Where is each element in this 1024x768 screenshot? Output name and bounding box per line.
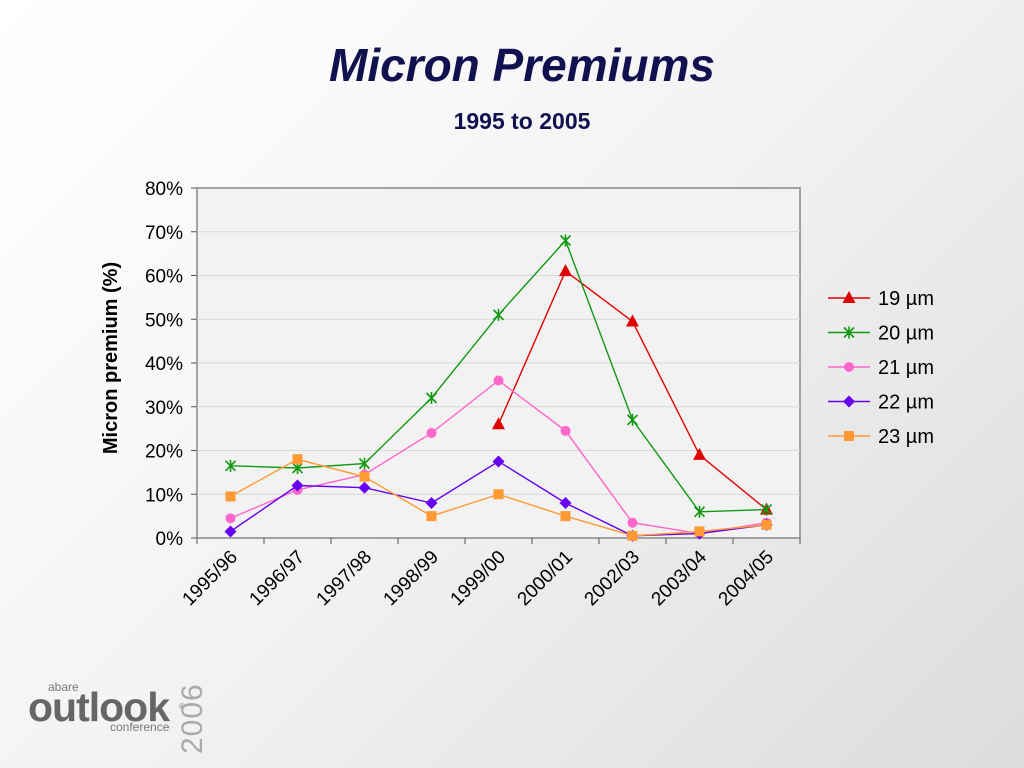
legend-item: 20 µm xyxy=(828,323,934,345)
legend-item: 19 µm xyxy=(828,288,934,310)
x-tick-label: 2000/01 xyxy=(514,547,577,610)
logo-year-text: 2006 xyxy=(176,683,209,754)
slide-title: Micron Premiums xyxy=(329,39,715,91)
x-tick-label: 2003/04 xyxy=(648,546,712,610)
logo-registered-mark: ® xyxy=(179,702,185,711)
logo-conference-text: conference xyxy=(110,720,170,734)
x-tick-label: 1995/96 xyxy=(179,547,242,610)
series-5 xyxy=(225,454,772,541)
y-tick-label: 80% xyxy=(145,179,183,200)
legend: 19 µm 20 µm 21 µm 22 µm 23 µm xyxy=(828,288,934,448)
data-point xyxy=(358,481,371,494)
y-axis-label: Micron premium (%) xyxy=(100,262,122,454)
data-point xyxy=(426,511,437,522)
logo-abare-text: abare xyxy=(48,680,79,694)
data-point xyxy=(492,417,505,430)
data-point xyxy=(693,505,706,518)
data-point xyxy=(559,264,572,277)
data-point xyxy=(493,375,504,386)
legend-label: 20 µm xyxy=(878,323,934,345)
data-point xyxy=(225,513,236,524)
y-tick-label: 20% xyxy=(145,442,183,463)
x-tick-label: 2004/05 xyxy=(715,547,778,610)
x-tick-label: 1996/97 xyxy=(246,547,309,610)
data-point xyxy=(359,471,370,482)
data-point xyxy=(559,234,572,247)
legend-label: 23 µm xyxy=(878,426,934,448)
data-point xyxy=(693,447,706,460)
y-tick-label: 40% xyxy=(145,354,183,375)
series-1 xyxy=(492,264,773,515)
series-group xyxy=(224,234,773,542)
legend-marker xyxy=(842,291,856,303)
x-tick-labels: 1995/96 1996/97 1997/98 1998/99 1999/00 2000/… xyxy=(179,546,778,610)
data-point xyxy=(426,428,437,438)
x-tick-label: 2002/03 xyxy=(581,547,644,610)
y-tick-labels: 0% 10% 20% 30% 40% 50% 60% 70% 80% xyxy=(145,179,183,550)
data-point xyxy=(225,491,236,502)
logo-outlook-text: outlook xyxy=(28,684,170,730)
y-tick-label: 0% xyxy=(156,529,184,550)
data-point xyxy=(292,454,303,465)
legend-item: 22 µm xyxy=(828,392,934,414)
legend-label: 19 µm xyxy=(878,288,934,310)
data-point xyxy=(425,392,438,404)
legend-marker xyxy=(843,326,855,339)
data-point xyxy=(291,479,304,492)
y-tick-label: 60% xyxy=(145,267,183,288)
x-tick-label: 1999/00 xyxy=(447,547,510,610)
y-tick-label: 70% xyxy=(145,223,183,244)
legend-item: 23 µm xyxy=(828,426,934,448)
data-point xyxy=(560,511,571,522)
legend-marker xyxy=(844,431,854,441)
data-point xyxy=(493,489,504,500)
data-point xyxy=(627,517,638,528)
data-point xyxy=(492,308,505,321)
legend-marker xyxy=(844,362,854,372)
series-2 xyxy=(224,234,773,518)
legend-label: 21 µm xyxy=(878,357,934,379)
data-point xyxy=(425,497,438,509)
data-point xyxy=(559,497,572,509)
data-point xyxy=(224,459,237,472)
data-point xyxy=(560,425,571,436)
axes xyxy=(191,187,801,544)
data-point xyxy=(627,530,638,541)
legend-label: 22 µm xyxy=(878,392,934,414)
data-point xyxy=(694,526,705,537)
data-point xyxy=(492,455,505,468)
legend-item: 21 µm xyxy=(828,357,934,379)
y-tick-label: 50% xyxy=(145,310,183,331)
data-point xyxy=(626,413,639,426)
data-point xyxy=(626,314,639,327)
data-point xyxy=(358,457,371,470)
data-point xyxy=(224,525,237,538)
y-tick-label: 30% xyxy=(145,398,183,419)
data-point xyxy=(761,519,772,530)
x-tick-label: 1997/98 xyxy=(313,547,376,610)
data-point xyxy=(760,503,773,516)
outlook-conference-logo: abare outlook ® conference 2006 xyxy=(26,662,226,762)
x-tick-label: 1998/99 xyxy=(380,547,443,610)
legend-marker xyxy=(843,395,855,408)
slide-subtitle: 1995 to 2005 xyxy=(453,108,591,134)
y-tick-label: 10% xyxy=(145,485,183,506)
